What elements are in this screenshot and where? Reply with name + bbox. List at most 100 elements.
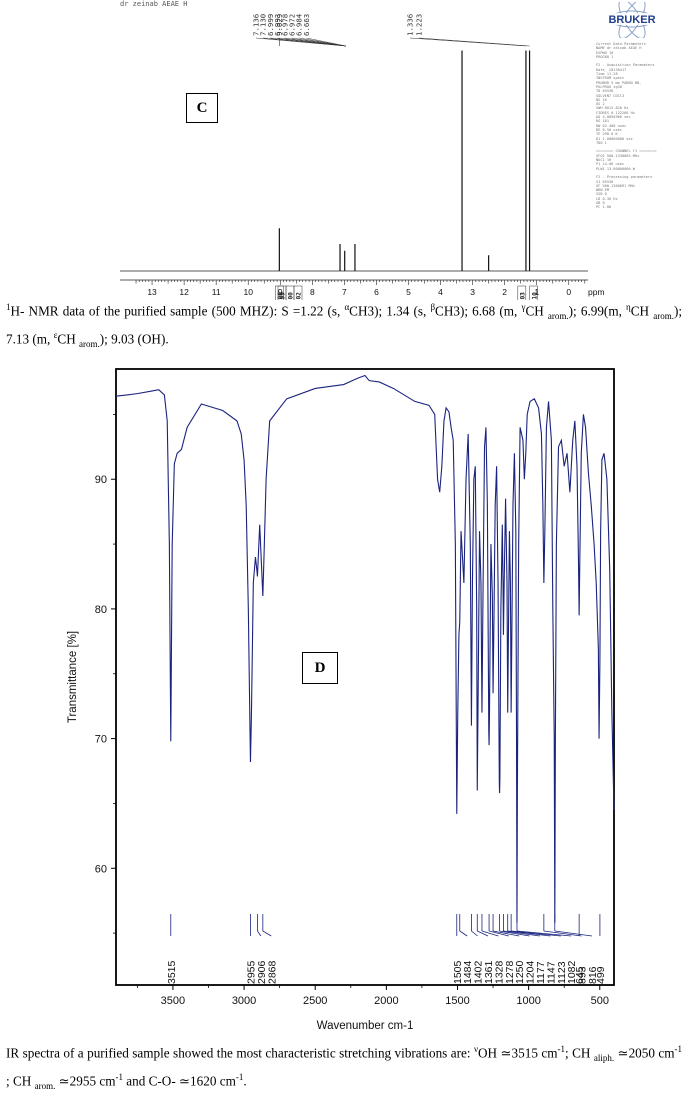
- param-line: INSTRUM spect: [596, 76, 625, 81]
- nmr-peak-label: 9.029: [275, 14, 284, 36]
- param-line: TD0 1: [596, 140, 607, 145]
- nmr-peak-label: 1.336: [406, 14, 415, 36]
- nmr-x-tick-label: 10: [243, 287, 253, 297]
- caption-text: and C-O- ≃1620 cm: [122, 1073, 236, 1089]
- ir-peak-label: 1177: [535, 961, 547, 984]
- caption-sub: arom.: [79, 339, 100, 350]
- ir-y-tick-label: 80: [95, 604, 107, 616]
- param-line: SI 65536: [596, 179, 614, 184]
- nmr-peak-label: 6.999: [266, 14, 275, 36]
- nmr-x-tick-label: 12: [179, 287, 189, 297]
- ir-x-tick-label: 2000: [374, 995, 398, 1007]
- nmr-peak-tick: [418, 37, 530, 47]
- caption-sup: -1: [557, 1044, 565, 1054]
- caption-text: .: [243, 1073, 247, 1089]
- bruker-logo-text: BRUKER: [608, 14, 655, 26]
- ir-peak-label: 2955: [245, 960, 257, 984]
- nmr-peak-tick: [409, 37, 526, 47]
- caption-text: CH: [525, 303, 544, 319]
- ir-peak-leader: [554, 930, 593, 937]
- caption-sup: η: [626, 302, 631, 312]
- ir-peak-label: 816: [587, 966, 599, 984]
- nmr-x-tick-label: 0: [566, 287, 571, 297]
- ir-peak-leader: [257, 930, 262, 937]
- param-line: GB 0: [596, 200, 605, 205]
- ir-peak-label: 1147: [545, 961, 557, 984]
- ir-peak-label: 3515: [166, 960, 178, 984]
- nmr-integral-value: 1.00: [277, 292, 284, 300]
- nmr-spectrum-chart: 9.029 7.1367.1306.9996.9936.9786.9726.984…: [120, 13, 605, 300]
- ir-x-tick-label: 1500: [445, 995, 469, 1007]
- caption-sub: aliph.: [593, 1053, 615, 1064]
- ir-peak-label: 1361: [483, 960, 495, 984]
- ir-x-axis-label: Wavenumber cm-1: [317, 1020, 414, 1032]
- ir-plot-frame: [115, 368, 615, 986]
- caption-text: ); 9.03 (OH).: [99, 331, 169, 347]
- param-line: TD 65536: [596, 89, 614, 94]
- param-line: P1 14.00 usec: [596, 162, 625, 167]
- caption-text: OH ≃3515: [478, 1045, 538, 1061]
- ir-x-tick-label: 1000: [516, 995, 540, 1007]
- ir-x-tick-label: 500: [591, 995, 609, 1007]
- caption-sup: ε: [53, 330, 58, 341]
- nmr-x-tick-label: 11: [212, 287, 221, 297]
- param-line: PULPROG zg30: [596, 84, 622, 89]
- ir-x-tick-label: 2500: [303, 995, 327, 1007]
- ir-peak-label: 1082: [566, 960, 578, 984]
- ir-peak-leader: [492, 930, 520, 937]
- ir-y-tick-label: 60: [95, 863, 107, 875]
- nmr-integral-value: 9.10: [531, 292, 538, 300]
- caption-text: ); 6.99(m,: [568, 303, 627, 319]
- spectrum-header: dr zeinab AEAE H: [120, 0, 188, 8]
- nmr-peak-label: 6.993: [273, 14, 282, 36]
- nmr-parameters-panel: Current Data Parameters NAME dr zeinab AE…: [596, 42, 682, 209]
- nmr-integral-value: 9.03: [519, 292, 526, 300]
- ir-peak-leader: [543, 930, 582, 937]
- param-line: TE 298.0 K: [596, 132, 618, 137]
- param-line: SOLVENT CDCl3: [596, 93, 625, 98]
- param-line: LB 0.30 Hz: [596, 196, 618, 201]
- ir-peak-leader: [511, 930, 561, 937]
- caption-text: ; CH: [6, 1073, 32, 1089]
- param-line: SWH 8012.820 Hz: [596, 106, 629, 111]
- caption-text: CH: [630, 303, 650, 319]
- caption-text: IR spectra of a purified sample showed t…: [6, 1045, 474, 1061]
- param-line: F2 - Processing parameters: [596, 175, 653, 180]
- nmr-x-tick-label: 13: [147, 287, 157, 297]
- param-line: SFO1 500.1330885 MHz: [596, 153, 640, 158]
- param-line: D1 1.00000000 sec: [596, 136, 633, 141]
- nmr-peak-label: 6.978: [280, 14, 289, 36]
- nmr-x-tick-label: 8: [310, 287, 315, 297]
- bruker-logo-icon: BRUKER: [602, 0, 662, 39]
- ir-peak-label: 499: [595, 966, 607, 984]
- nmr-integral-box: [517, 285, 527, 300]
- ir-spectrum-chart: 60 70 80 90 Transmittance [%] 3500 3000 2500 200…: [67, 368, 615, 1032]
- param-line: DE 6.50 usec: [596, 127, 622, 132]
- nmr-x-axis-label: ppm: [588, 287, 605, 297]
- ir-peak-label: 1204: [525, 960, 537, 984]
- param-line: WDW EM: [596, 188, 609, 193]
- ir-peak-leader: [481, 930, 499, 937]
- param-line: PC 1.00: [596, 205, 612, 210]
- ir-peak-leader: [262, 930, 272, 937]
- ir-peak-label: 1402: [473, 960, 485, 984]
- panel-label-c: C: [186, 93, 218, 123]
- caption-sub: arom.: [547, 311, 569, 322]
- param-line: PLW1 13.00000000 W: [596, 166, 635, 171]
- caption-sup: -1: [235, 1072, 244, 1083]
- caption-text: CH: [57, 331, 76, 347]
- caption-text: H- NMR data of the purified sample (500 …: [10, 303, 345, 319]
- nmr-peak-label: 6.984: [295, 13, 304, 36]
- param-line: SF 500.1300091 MHz: [596, 183, 635, 188]
- caption-sup: 1: [6, 302, 11, 312]
- ir-peak-leader: [488, 930, 509, 937]
- nmr-peak-label: 6.972: [288, 14, 297, 36]
- ir-peak-label: 2906: [256, 960, 268, 984]
- nmr-integral-value: 1.02: [296, 292, 303, 300]
- caption-sup: α: [344, 302, 350, 312]
- ir-caption: IR spectra of a purified sample showed t…: [6, 1040, 682, 1096]
- caption-text: CH3); 1.34 (s,: [349, 303, 431, 319]
- ir-peak-leader: [503, 930, 541, 937]
- ir-x-tick-label: 3000: [232, 995, 256, 1007]
- ir-peak-label: 1505: [452, 960, 464, 984]
